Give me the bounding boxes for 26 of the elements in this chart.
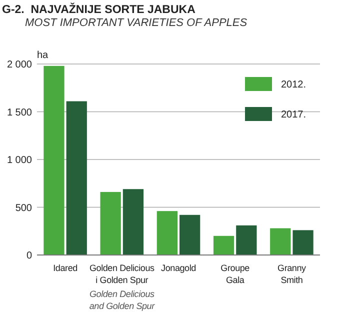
chart-subtitle: MOST IMPORTANT VARIETIES OF APPLES xyxy=(25,17,248,29)
y-tick-label: 1 500 xyxy=(6,107,32,118)
x-tick-label: Golden Delicious i Golden Spur xyxy=(89,263,156,285)
bar xyxy=(270,228,291,255)
y-axis-title: ha xyxy=(37,50,49,61)
legend-label: 2017. xyxy=(281,110,306,120)
chart-title: G-2. NAJVAŽNIJE SORTE JABUKA xyxy=(2,2,196,16)
y-tick-label: 1 000 xyxy=(6,155,32,166)
bar xyxy=(100,192,121,255)
bar xyxy=(292,230,314,255)
bar xyxy=(156,211,178,255)
bar xyxy=(122,189,144,255)
y-tick-label: 0 xyxy=(26,250,32,262)
x-tick-label: Idared xyxy=(53,263,78,273)
x-tick-label: Granny Smith xyxy=(278,263,307,285)
y-tick-label: 500 xyxy=(15,202,32,214)
x-tick-label: Groupe Gala xyxy=(220,263,250,285)
legend-label: 2012. xyxy=(281,80,306,90)
bar xyxy=(213,236,234,255)
bar xyxy=(44,66,64,255)
x-tick-label: Jonagold xyxy=(161,263,196,273)
text: Golden Delicious and Golden Spur xyxy=(89,289,156,311)
bar xyxy=(66,101,87,255)
bar xyxy=(180,214,200,255)
bar xyxy=(236,225,257,255)
y-tick-label: 2 000 xyxy=(6,60,32,70)
